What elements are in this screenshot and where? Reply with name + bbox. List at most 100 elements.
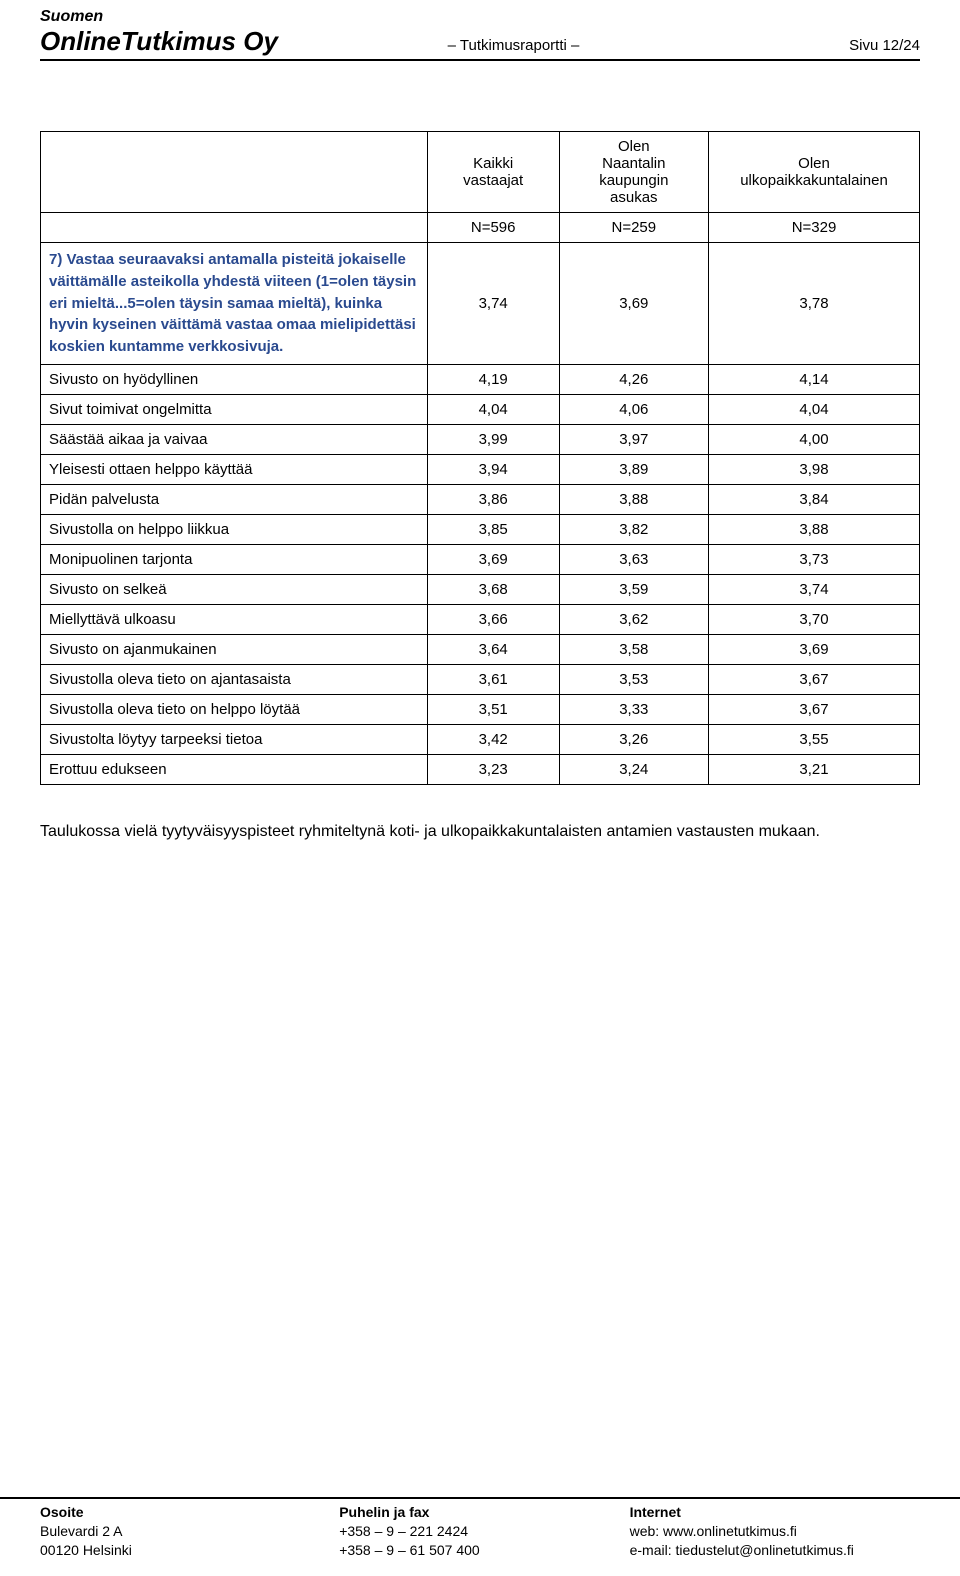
question-row: 7) Vastaa seuraavaksi antamalla pisteitä… <box>41 243 920 365</box>
page-header: Suomen OnlineTutkimus Oy – Tutkimusrapor… <box>0 0 960 61</box>
row-v3: 3,73 <box>709 544 920 574</box>
row-v2: 3,62 <box>559 604 708 634</box>
row-v3: 3,21 <box>709 754 920 784</box>
row-v2: 3,97 <box>559 424 708 454</box>
footer-phone-head: Puhelin ja fax <box>339 1503 629 1522</box>
table-row: Sivustolla oleva tieto on ajantasaista3,… <box>41 664 920 694</box>
row-v3: 3,69 <box>709 634 920 664</box>
footer-address-l1: Bulevardi 2 A <box>40 1522 339 1541</box>
table-row: Erottuu edukseen3,233,243,21 <box>41 754 920 784</box>
row-v3: 3,88 <box>709 514 920 544</box>
table-row: Pidän palvelusta3,863,883,84 <box>41 484 920 514</box>
table-row: Sivustolla oleva tieto on helppo löytää3… <box>41 694 920 724</box>
row-v3: 4,14 <box>709 364 920 394</box>
question-v2: 3,69 <box>559 243 708 365</box>
row-label: Sivustolla oleva tieto on helppo löytää <box>41 694 428 724</box>
row-label: Sivusto on hyödyllinen <box>41 364 428 394</box>
row-v1: 3,69 <box>427 544 559 574</box>
row-v1: 3,61 <box>427 664 559 694</box>
row-v2: 3,88 <box>559 484 708 514</box>
row-v2: 3,24 <box>559 754 708 784</box>
table-row: Sivustolta löytyy tarpeeksi tietoa3,423,… <box>41 724 920 754</box>
row-v3: 3,84 <box>709 484 920 514</box>
table-row: Monipuolinen tarjonta3,693,633,73 <box>41 544 920 574</box>
row-v3: 3,67 <box>709 664 920 694</box>
question-v1: 3,74 <box>427 243 559 365</box>
row-label: Pidän palvelusta <box>41 484 428 514</box>
brand-row: OnlineTutkimus Oy – Tutkimusraportti – S… <box>40 26 920 61</box>
brand-line1: Suomen <box>40 8 920 26</box>
content: Kaikki vastaajat Olen Naantalin kaupungi… <box>0 61 960 785</box>
header-col3-l0: Olen <box>717 155 911 172</box>
row-v3: 3,67 <box>709 694 920 724</box>
row-label: Sivut toimivat ongelmitta <box>41 394 428 424</box>
n2: N=259 <box>559 213 708 243</box>
table-header-row: Kaikki vastaajat Olen Naantalin kaupungi… <box>41 132 920 213</box>
row-v2: 4,26 <box>559 364 708 394</box>
row-v3: 3,70 <box>709 604 920 634</box>
note-text: Taulukossa vielä tyytyväisyyspisteet ryh… <box>0 785 960 843</box>
footer-address-l2: 00120 Helsinki <box>40 1541 339 1560</box>
page-footer: Osoite Bulevardi 2 A 00120 Helsinki Puhe… <box>0 1497 960 1560</box>
row-v1: 3,64 <box>427 634 559 664</box>
row-label: Monipuolinen tarjonta <box>41 544 428 574</box>
data-table: Kaikki vastaajat Olen Naantalin kaupungi… <box>40 131 920 785</box>
row-v1: 3,66 <box>427 604 559 634</box>
row-label: Erottuu edukseen <box>41 754 428 784</box>
footer-phone: Puhelin ja fax +358 – 9 – 221 2424 +358 … <box>339 1503 629 1560</box>
row-label: Sivusto on ajanmukainen <box>41 634 428 664</box>
footer-internet-head: Internet <box>630 1503 920 1522</box>
header-page: Sivu 12/24 <box>849 37 920 54</box>
footer-phone-l1: +358 – 9 – 221 2424 <box>339 1522 629 1541</box>
row-v2: 4,06 <box>559 394 708 424</box>
row-v3: 3,55 <box>709 724 920 754</box>
header-col2-l3: asukas <box>568 189 700 206</box>
row-v2: 3,89 <box>559 454 708 484</box>
row-label: Säästää aikaa ja vaivaa <box>41 424 428 454</box>
table-row: Säästää aikaa ja vaivaa3,993,974,00 <box>41 424 920 454</box>
row-v1: 3,51 <box>427 694 559 724</box>
row-label: Miellyttävä ulkoasu <box>41 604 428 634</box>
header-col3-l1: ulkopaikkakuntalainen <box>717 172 911 189</box>
table-row: Sivustolla on helppo liikkua3,853,823,88 <box>41 514 920 544</box>
n1: N=596 <box>427 213 559 243</box>
row-v1: 3,86 <box>427 484 559 514</box>
header-col1: Kaikki vastaajat <box>427 132 559 213</box>
footer-internet-l2: e-mail: tiedustelut@onlinetutkimus.fi <box>630 1541 920 1560</box>
row-v3: 3,98 <box>709 454 920 484</box>
header-blank <box>41 132 428 213</box>
header-col3: Olen ulkopaikkakuntalainen <box>709 132 920 213</box>
header-col1-l2: vastaajat <box>436 172 551 189</box>
row-v2: 3,59 <box>559 574 708 604</box>
table-row: Sivusto on selkeä3,683,593,74 <box>41 574 920 604</box>
header-col2-l0: Olen <box>568 138 700 155</box>
header-center: – Tutkimusraportti – <box>178 37 849 54</box>
row-v1: 4,19 <box>427 364 559 394</box>
row-v2: 3,82 <box>559 514 708 544</box>
header-col2-l1: Naantalin <box>568 155 700 172</box>
table-row: Sivusto on hyödyllinen4,194,264,14 <box>41 364 920 394</box>
row-v3: 3,74 <box>709 574 920 604</box>
header-col1-l1: Kaikki <box>436 155 551 172</box>
footer-address: Osoite Bulevardi 2 A 00120 Helsinki <box>40 1503 339 1560</box>
table-row: Yleisesti ottaen helppo käyttää3,943,893… <box>41 454 920 484</box>
row-v1: 3,68 <box>427 574 559 604</box>
question-v3: 3,78 <box>709 243 920 365</box>
row-v2: 3,33 <box>559 694 708 724</box>
row-v2: 3,63 <box>559 544 708 574</box>
row-v2: 3,26 <box>559 724 708 754</box>
footer-internet: Internet web: www.onlinetutkimus.fi e-ma… <box>630 1503 920 1560</box>
table-row: Sivusto on ajanmukainen3,643,583,69 <box>41 634 920 664</box>
row-label: Sivustolta löytyy tarpeeksi tietoa <box>41 724 428 754</box>
row-v3: 4,04 <box>709 394 920 424</box>
footer-address-head: Osoite <box>40 1503 339 1522</box>
n-blank <box>41 213 428 243</box>
row-v1: 4,04 <box>427 394 559 424</box>
row-v2: 3,53 <box>559 664 708 694</box>
row-v1: 3,94 <box>427 454 559 484</box>
row-label: Sivusto on selkeä <box>41 574 428 604</box>
row-label: Yleisesti ottaen helppo käyttää <box>41 454 428 484</box>
footer-internet-l1: web: www.onlinetutkimus.fi <box>630 1522 920 1541</box>
footer-phone-l2: +358 – 9 – 61 507 400 <box>339 1541 629 1560</box>
table-row: Sivut toimivat ongelmitta4,044,064,04 <box>41 394 920 424</box>
